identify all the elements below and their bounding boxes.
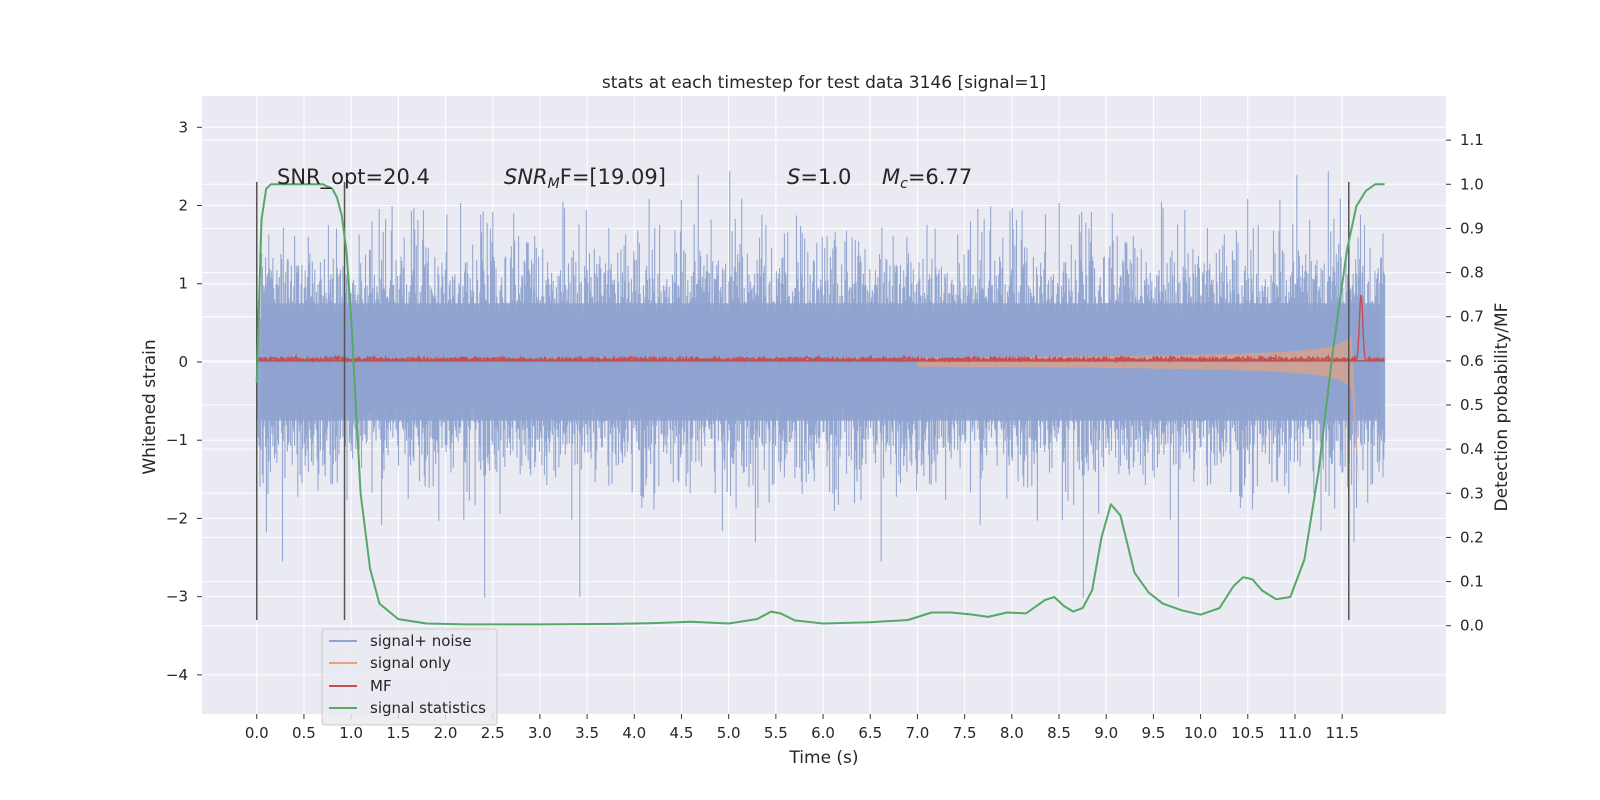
yr-tick-label-5: 0.6	[1460, 352, 1484, 370]
yr-tick-label-0: 1.1	[1460, 131, 1484, 149]
x-tick-label-1: 0.5	[292, 724, 316, 742]
mf-series	[257, 294, 1385, 364]
x-tick-label-20: 10.0	[1184, 724, 1217, 742]
legend: signal+ noise signal only MF signal stat…	[321, 628, 498, 726]
y-right-axis-ticks: 1.1 1.0 0.9 0.8 0.7 0.6 0.5 0.4 0.3 0.2 0.1 0.0	[1446, 131, 1484, 635]
mc-subscript: c	[900, 176, 908, 192]
yl-tick-label-1: 2	[178, 197, 188, 215]
y-left-axis-ticks: 3 2 1 0 −1 −2 −3 −4	[166, 118, 202, 684]
x-tick-label-11: 5.5	[764, 724, 788, 742]
yr-tick-label-3: 0.8	[1460, 264, 1484, 282]
annotation-mc: Mc=6.77	[882, 165, 972, 192]
x-tick-label-23: 11.5	[1325, 724, 1358, 742]
legend-label-noise: signal+ noise	[370, 632, 472, 650]
x-tick-label-13: 6.5	[858, 724, 882, 742]
legend-box	[321, 628, 498, 726]
x-axis-ticks: 0.0 0.5 1.0 1.5 2.0 2.5 3.0 3.5 4.0 4.5 5.0 5.5 6.0 6…	[245, 714, 1359, 742]
snr-mf-symbol: SNR	[504, 165, 548, 189]
chart-title: stats at each timestep for test data 314…	[602, 73, 1046, 93]
x-tick-label-2: 1.0	[339, 724, 363, 742]
yr-tick-label-9: 0.2	[1460, 528, 1484, 546]
yr-tick-label-8: 0.3	[1460, 484, 1484, 502]
yr-tick-label-2: 0.9	[1460, 219, 1484, 237]
legend-label-statistics: signal statistics	[370, 699, 486, 717]
annotation-s: S=1.0	[787, 165, 851, 189]
yl-tick-label-3: 0	[178, 353, 188, 371]
yr-tick-label-6: 0.5	[1460, 396, 1484, 414]
x-tick-label-19: 9.5	[1141, 724, 1165, 742]
x-tick-label-3: 1.5	[386, 724, 410, 742]
annotation-snr-opt: SNR_opt=20.4	[277, 165, 430, 190]
statistics-trace	[255, 183, 1385, 626]
x-tick-label-12: 6.0	[811, 724, 835, 742]
x-tick-label-0: 0.0	[245, 724, 269, 742]
yr-tick-label-7: 0.4	[1460, 440, 1484, 458]
x-tick-label-16: 8.0	[1000, 724, 1024, 742]
s-value: =1.0	[800, 165, 851, 189]
x-tick-label-7: 3.5	[575, 724, 599, 742]
x-tick-label-9: 4.5	[670, 724, 694, 742]
yr-tick-label-11: 0.0	[1460, 617, 1484, 635]
x-tick-label-8: 4.0	[622, 724, 646, 742]
yr-tick-label-1: 1.0	[1460, 175, 1484, 193]
x-tick-label-22: 11.0	[1278, 724, 1311, 742]
vertical-markers	[255, 182, 1350, 621]
mc-value: =6.77	[908, 165, 972, 189]
snr-mf-subscript: M	[548, 176, 560, 192]
legend-label-mf: MF	[370, 677, 392, 695]
yl-tick-label-6: −3	[166, 588, 188, 606]
x-tick-label-6: 3.0	[528, 724, 552, 742]
y-right-axis-label: Detection probability/MF	[1492, 303, 1512, 512]
yl-tick-label-7: −4	[166, 666, 188, 684]
mf-trace	[257, 294, 1385, 364]
x-tick-label-4: 2.0	[434, 724, 458, 742]
yl-tick-label-2: 1	[178, 275, 188, 293]
x-tick-label-17: 8.5	[1047, 724, 1071, 742]
signal-envelope	[917, 335, 1360, 488]
annotation-snr-mf: SNRMF=[19.09]	[504, 165, 666, 192]
yr-tick-label-4: 0.7	[1460, 308, 1484, 326]
yl-tick-label-4: −1	[166, 431, 188, 449]
legend-label-signal-only: signal only	[370, 654, 451, 672]
x-tick-label-10: 5.0	[717, 724, 741, 742]
x-tick-label-15: 7.5	[953, 724, 977, 742]
yl-tick-label-5: −2	[166, 509, 188, 527]
x-tick-label-5: 2.5	[481, 724, 505, 742]
snr-mf-value: F=[19.09]	[560, 165, 666, 189]
s-symbol: S	[787, 165, 800, 189]
signal-statistics-series	[255, 183, 1385, 626]
yl-tick-label-0: 3	[178, 118, 188, 136]
signal-only-series	[917, 335, 1360, 488]
x-tick-label-18: 9.0	[1094, 724, 1118, 742]
mc-symbol: M	[882, 165, 900, 189]
x-tick-label-14: 7.0	[906, 724, 930, 742]
x-axis-label: Time (s)	[788, 748, 858, 768]
yr-tick-label-10: 0.1	[1460, 573, 1484, 591]
y-left-axis-label: Whitened strain	[140, 339, 160, 474]
x-tick-label-21: 10.5	[1231, 724, 1264, 742]
